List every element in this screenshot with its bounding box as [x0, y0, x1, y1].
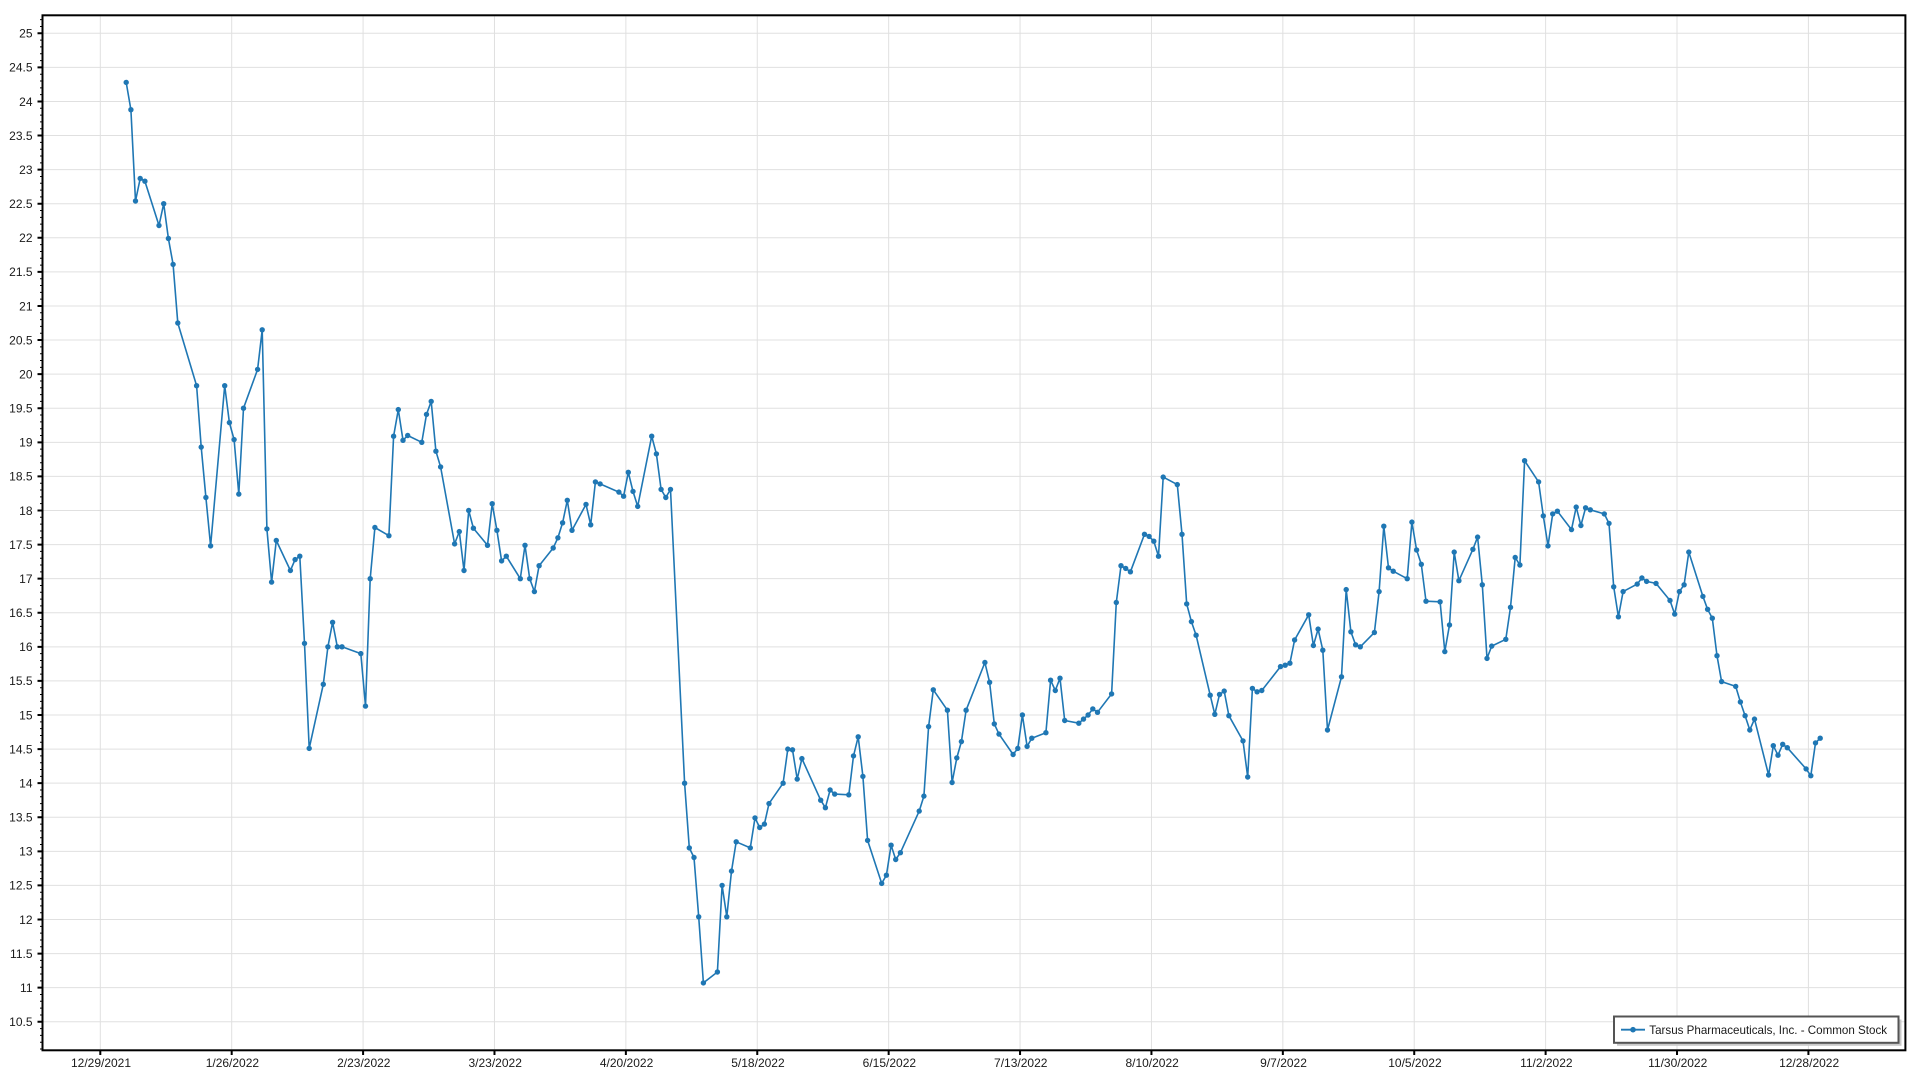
svg-text:22: 22 — [19, 231, 33, 245]
svg-text:19: 19 — [19, 436, 33, 450]
svg-text:18: 18 — [19, 504, 33, 518]
svg-text:20.5: 20.5 — [9, 333, 33, 347]
svg-text:12.5: 12.5 — [9, 879, 33, 893]
svg-text:23.5: 23.5 — [9, 129, 33, 143]
svg-text:14: 14 — [19, 776, 33, 790]
svg-text:1/26/2022: 1/26/2022 — [206, 1056, 260, 1070]
svg-text:5/18/2022: 5/18/2022 — [731, 1056, 785, 1070]
svg-text:4/20/2022: 4/20/2022 — [600, 1056, 654, 1070]
svg-text:16: 16 — [19, 640, 33, 654]
svg-text:11.5: 11.5 — [10, 947, 33, 961]
svg-text:10.5: 10.5 — [9, 1015, 33, 1029]
svg-text:8/10/2022: 8/10/2022 — [1125, 1056, 1179, 1070]
svg-text:Tarsus Pharmaceuticals, Inc. -: Tarsus Pharmaceuticals, Inc. - Common St… — [1649, 1024, 1887, 1037]
svg-text:18.5: 18.5 — [9, 470, 33, 484]
svg-text:21.5: 21.5 — [9, 265, 33, 279]
svg-text:2/23/2022: 2/23/2022 — [337, 1056, 391, 1070]
svg-text:16.5: 16.5 — [9, 606, 33, 620]
svg-text:25: 25 — [19, 27, 33, 41]
svg-text:6/15/2022: 6/15/2022 — [863, 1056, 917, 1070]
svg-text:11: 11 — [20, 981, 33, 995]
svg-text:17: 17 — [19, 572, 33, 586]
svg-text:11/2/2022: 11/2/2022 — [1520, 1056, 1573, 1070]
svg-text:22.5: 22.5 — [9, 197, 33, 211]
svg-text:15.5: 15.5 — [9, 674, 33, 688]
svg-text:12: 12 — [19, 913, 33, 927]
svg-text:24.5: 24.5 — [9, 61, 33, 75]
svg-text:12/29/2021: 12/29/2021 — [71, 1056, 131, 1070]
svg-text:23: 23 — [19, 163, 33, 177]
svg-text:20: 20 — [19, 367, 33, 381]
svg-text:3/23/2022: 3/23/2022 — [468, 1056, 522, 1070]
svg-text:24: 24 — [19, 95, 33, 109]
svg-text:14.5: 14.5 — [9, 742, 33, 756]
svg-text:12/28/2022: 12/28/2022 — [1779, 1056, 1839, 1070]
svg-text:10/5/2022: 10/5/2022 — [1388, 1056, 1442, 1070]
svg-text:13.5: 13.5 — [9, 811, 33, 825]
svg-text:13: 13 — [19, 845, 33, 859]
svg-text:11/30/2022: 11/30/2022 — [1648, 1056, 1707, 1070]
svg-text:15: 15 — [19, 708, 33, 722]
svg-text:21: 21 — [19, 299, 33, 313]
svg-text:7/13/2022: 7/13/2022 — [994, 1056, 1048, 1070]
svg-text:9/7/2022: 9/7/2022 — [1260, 1056, 1307, 1070]
svg-text:19.5: 19.5 — [9, 402, 33, 416]
svg-text:17.5: 17.5 — [9, 538, 33, 552]
